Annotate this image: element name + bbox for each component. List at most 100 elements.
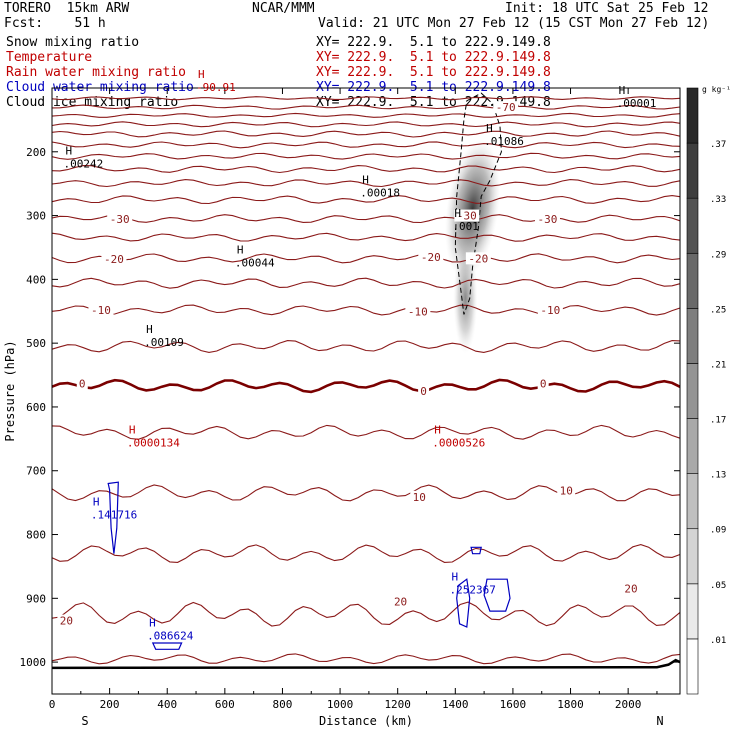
isotherm--55	[51, 141, 681, 149]
temperature-label: -10	[91, 304, 111, 317]
plot-frame	[51, 87, 681, 695]
cloud-water-contour	[151, 642, 183, 650]
temperature-label: -10	[540, 304, 560, 317]
valid-time: Valid: 21 UTC Mon 27 Feb 12 (15 CST Mon …	[318, 16, 710, 31]
colorbar: .01 .05 .09 .13 .17 .21 .25 .29 .33 .37 g kg⁻¹	[686, 85, 731, 695]
field-xy-snow: XY= 222.9. 5.1 to 222.9.149.8	[316, 35, 551, 50]
temperature-label-bg	[557, 484, 576, 497]
x-tick-label: 600	[215, 698, 235, 711]
colorbar-box	[686, 87, 699, 144]
south-label: S	[81, 714, 88, 728]
y-tick-label: 600	[26, 401, 46, 414]
isotherm--80	[51, 96, 681, 101]
x-tick-label: 0	[49, 698, 56, 711]
forecast-hour: Fcst: 51 h	[4, 16, 106, 31]
field-xy-temperature: XY= 222.9. 5.1 to 222.9.149.8	[316, 50, 551, 65]
isotherm--70	[51, 112, 681, 118]
isotherm-5	[51, 424, 681, 440]
maximum-marker: H	[129, 423, 136, 436]
snow-shading	[445, 139, 501, 279]
cloud-water-contour	[483, 578, 511, 612]
colorbar-box	[686, 142, 699, 199]
temperature-label: -20	[421, 251, 441, 264]
temperature-label-bg	[410, 490, 429, 503]
isotherm-0	[51, 378, 681, 394]
temperature-label-bg	[534, 212, 560, 225]
temperature-label-bg	[405, 305, 431, 318]
isotherm-15	[51, 544, 681, 563]
colorbar-level: .29	[710, 250, 726, 260]
maximum-value: .001	[452, 220, 479, 233]
colorbar-box	[686, 363, 699, 419]
maximum-marker: H	[434, 423, 441, 436]
colorbar-level: .13	[710, 471, 726, 481]
isotherm--45	[51, 165, 681, 174]
isotherm--65	[51, 121, 681, 128]
maximum-marker: H	[362, 173, 369, 186]
colorbar-level: .37	[710, 140, 726, 150]
cloud-water-contour	[107, 481, 119, 554]
x-tick-label: 1000	[327, 698, 354, 711]
temperature-label-bg	[418, 385, 430, 397]
chart-labels: -70 -30 -30 -30 -20 -20 -20 -10 -10 -10 0 0 0 10 10 20 2…	[57, 68, 656, 643]
temperature-label: 0	[540, 377, 547, 390]
x-tick-label: 1600	[500, 698, 527, 711]
x-tick-label: 1800	[557, 698, 584, 711]
colorbar-unit: g kg⁻¹	[702, 85, 731, 94]
temperature-label-bg	[57, 614, 76, 627]
field-name-temperature: Temperature	[6, 50, 93, 65]
colorbar-level: .05	[710, 581, 726, 591]
maximum-marker: H	[452, 571, 459, 584]
temperature-label: -70	[496, 101, 516, 114]
temperature-label: 20	[624, 583, 637, 596]
colorbar-box	[686, 638, 699, 695]
cloud-water-contour	[456, 578, 471, 628]
terrain-surface	[51, 658, 681, 670]
maximum-marker: H	[454, 207, 461, 220]
maximum-value: .00242	[64, 158, 104, 171]
maximum-marker: H	[93, 495, 100, 508]
isotherm--60	[51, 130, 681, 138]
y-tick-label: 700	[26, 465, 46, 478]
x-tick-label: 200	[100, 698, 120, 711]
temperature-label-bg	[101, 252, 127, 265]
isotherm--15	[51, 277, 681, 289]
maximum-value: .00001	[617, 97, 657, 110]
colorbar-box	[686, 528, 699, 585]
temperature-label-bg	[537, 377, 549, 390]
temperature-label-bg	[622, 582, 641, 595]
maximum-value: .252367	[450, 584, 496, 597]
isotherm--40	[51, 179, 681, 188]
north-label: N	[656, 714, 663, 728]
temperature-label: -10	[408, 305, 428, 318]
y-tick-label: 300	[26, 210, 46, 223]
plot-area	[51, 92, 681, 670]
temperature-label-bg	[418, 251, 444, 264]
field-name-rain: Rain water mixing ratio	[6, 65, 187, 80]
maximum-value: .00109	[144, 336, 184, 349]
isotherm--30	[51, 214, 681, 224]
x-tick-label: 800	[273, 698, 293, 711]
temperature-label-bg	[76, 377, 88, 390]
maximum-value: .0000526	[432, 436, 485, 449]
colorbar-level: .17	[710, 416, 726, 426]
temperature-label: 20	[60, 615, 73, 628]
temperature-label: 20	[394, 596, 407, 609]
isotherm--50	[51, 152, 681, 160]
temperature-label-bg	[454, 209, 480, 222]
colorbar-box	[686, 418, 699, 474]
cloud-water-contour	[470, 546, 482, 555]
temperature-label: 0	[79, 377, 86, 390]
colorbar-box	[686, 252, 699, 309]
maximum-marker: H	[198, 68, 205, 81]
maximum-marker: H	[619, 84, 626, 97]
temperature-label-bg	[391, 595, 410, 608]
colorbar-level: .01	[710, 636, 726, 646]
y-tick-label: 500	[26, 337, 46, 350]
maximum-marker: H	[237, 243, 244, 256]
maximum-marker: H	[486, 122, 493, 135]
x-axis-label: Distance (km)	[319, 714, 413, 728]
colorbar-level: .09	[710, 526, 726, 536]
x-tick-label: 1400	[442, 698, 469, 711]
